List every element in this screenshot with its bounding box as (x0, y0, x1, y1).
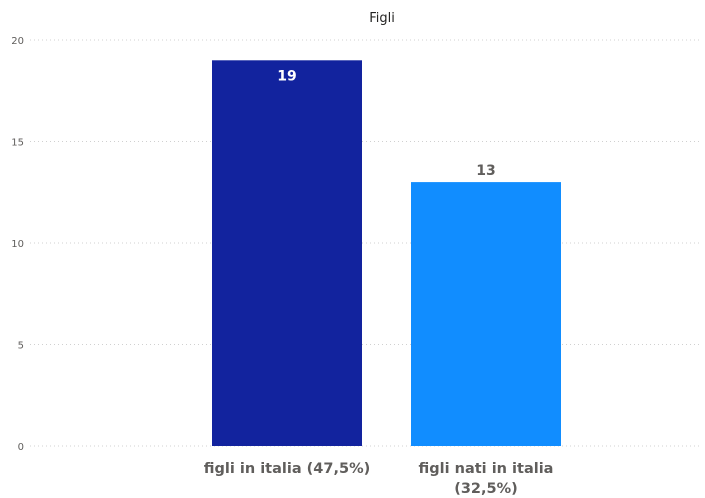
gridlines (30, 39, 700, 447)
data-label: 19 (277, 68, 296, 84)
y-tick-label: 15 (11, 138, 24, 149)
x-category-label: figli nati in italia (419, 461, 554, 477)
y-tick-label: 20 (11, 36, 24, 47)
bars (212, 60, 561, 447)
bar[interactable] (411, 182, 561, 446)
x-category-label: figli in italia (47,5%) (204, 461, 370, 477)
bar[interactable] (212, 60, 362, 447)
y-tick-label: 0 (18, 442, 24, 453)
y-axis-ticks: 0 5 10 15 20 (11, 36, 24, 453)
y-tick-label: 10 (11, 239, 24, 250)
y-tick-label: 5 (18, 341, 24, 352)
chart-title: Figli (369, 11, 395, 26)
x-axis-categories: figli in italia (47,5%) figli nati in ita… (204, 461, 554, 497)
x-category-label: (32,5%) (454, 481, 518, 497)
data-label: 13 (476, 163, 495, 179)
